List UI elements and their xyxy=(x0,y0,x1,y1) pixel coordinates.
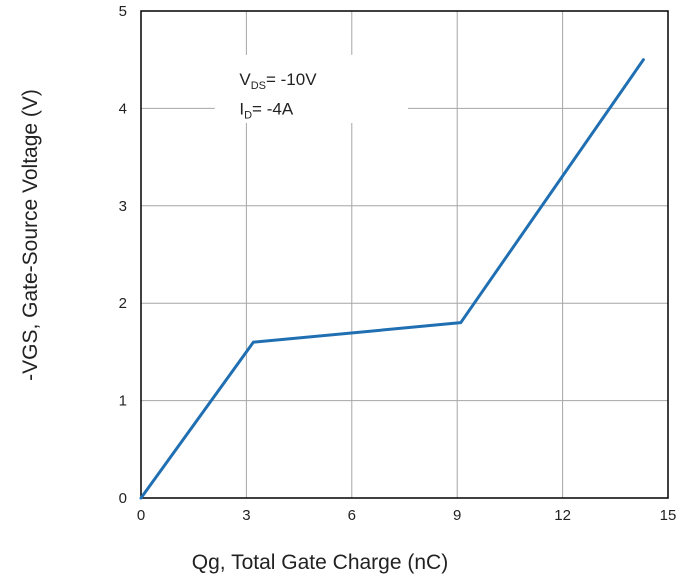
x-tick-label: 6 xyxy=(348,507,356,524)
series-line-0 xyxy=(139,58,645,500)
y-tick-label: 5 xyxy=(119,3,127,20)
x-tick-label: 12 xyxy=(554,507,571,524)
annotation-0: VDS= -10V xyxy=(239,70,317,92)
x-axis-title: Qg, Total Gate Charge (nC) xyxy=(192,551,448,574)
y-tick-label: 2 xyxy=(119,295,127,312)
plot-frame xyxy=(140,10,669,499)
y-tick-label: 1 xyxy=(119,393,127,410)
series-layer xyxy=(139,58,645,500)
annotation-background xyxy=(214,54,409,124)
y-tick-labels: 0 1 2 3 4 5 xyxy=(119,3,127,507)
y-axis-title: -VGS, Gate-Source Voltage (V) xyxy=(19,89,42,381)
y-tick-label: 4 xyxy=(119,100,127,117)
x-tick-label: 3 xyxy=(242,507,250,524)
y-tick-label: 0 xyxy=(119,490,127,507)
annotation-1: ID= -4A xyxy=(239,99,293,121)
y-tick-label: 3 xyxy=(119,198,127,215)
x-tick-label: 9 xyxy=(453,507,461,524)
annotations: VDS= -10V ID= -4A xyxy=(239,70,317,121)
x-tick-label: 0 xyxy=(137,507,145,524)
x-tick-labels: 0 3 6 9 12 15 xyxy=(137,507,677,524)
x-tick-label: 15 xyxy=(660,507,677,524)
